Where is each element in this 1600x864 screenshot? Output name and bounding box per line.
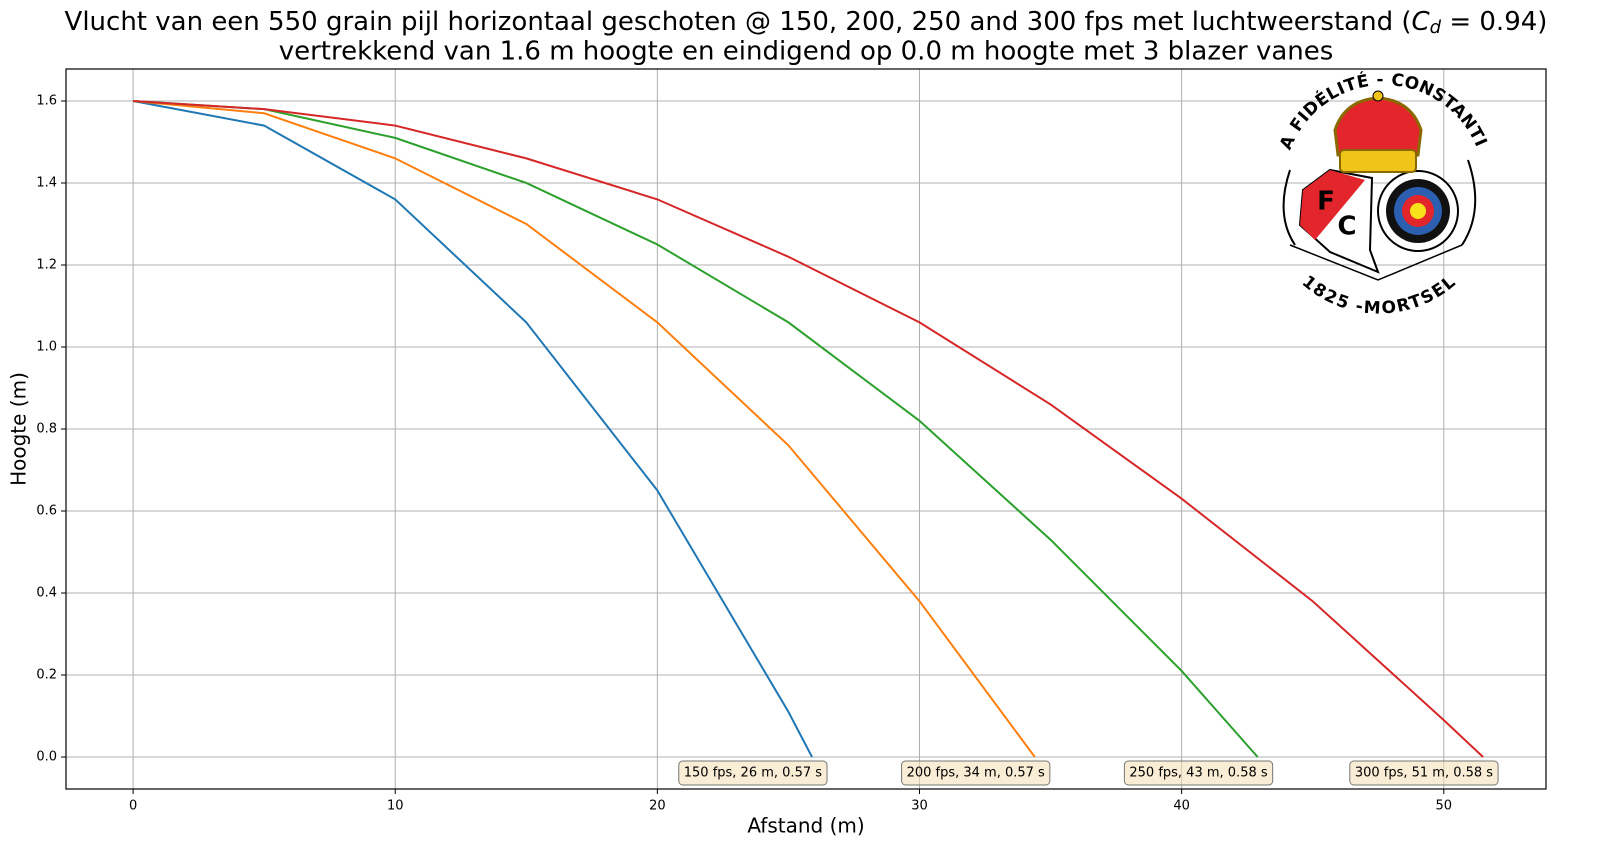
x-tick-label: 20 xyxy=(649,799,666,814)
x-tick-label: 0 xyxy=(129,799,137,814)
title-equation: = 0.94 xyxy=(1441,7,1537,37)
annotation-text: 150 fps, 26 m, 0.57 s xyxy=(684,766,822,781)
x-tick-label: 30 xyxy=(911,799,928,814)
annotation: 200 fps, 34 m, 0.57 s xyxy=(901,760,1051,786)
logo-letter: F xyxy=(1317,187,1335,217)
annotations: 150 fps, 26 m, 0.57 s 200 fps, 34 m, 0.57… xyxy=(678,760,1499,786)
y-tick-label: 0.6 xyxy=(36,504,57,519)
series-line xyxy=(133,99,1036,758)
chart-title: Vlucht van een 550 grain pijl horizontaa… xyxy=(65,7,1548,39)
title-text: Vlucht van een 550 grain pijl horizontaa… xyxy=(65,7,1412,37)
y-axis-label: Hoogte (m) xyxy=(7,372,31,486)
y-tick-label: 1.2 xyxy=(36,257,57,272)
annotation-text: 300 fps, 51 m, 0.58 s xyxy=(1355,766,1493,781)
annotation-box xyxy=(1349,760,1499,786)
x-tick-label: 40 xyxy=(1173,799,1190,814)
x-tick-label: 50 xyxy=(1435,799,1452,814)
chart-subtitle: vertrekkend van 1.6 m hoogte en eindigen… xyxy=(279,37,1334,67)
logo-shield-red xyxy=(1300,170,1365,240)
annotation-box xyxy=(678,760,828,786)
title-subscript: d xyxy=(1430,17,1442,38)
y-tick-label: 0.0 xyxy=(36,750,57,765)
y-tick-label: 1.0 xyxy=(36,339,57,354)
x-tick-label: 10 xyxy=(387,799,404,814)
annotation-box xyxy=(901,760,1051,786)
annotation-text: 250 fps, 43 m, 0.58 s xyxy=(1129,766,1267,781)
logo-string xyxy=(1289,244,1463,281)
y-tick-label: 1.4 xyxy=(36,175,57,190)
y-tick-label: 1.6 xyxy=(36,93,57,108)
logo-crown-top xyxy=(1372,90,1384,102)
y-tick-label: 0.8 xyxy=(36,422,57,437)
logo-target xyxy=(1410,203,1426,219)
annotation: 300 fps, 51 m, 0.58 s xyxy=(1349,760,1499,786)
y-tick-label: 0.4 xyxy=(36,586,57,601)
title-symbol: C xyxy=(1411,7,1430,37)
title-close: ) xyxy=(1537,7,1547,37)
annotation: 250 fps, 43 m, 0.58 s xyxy=(1123,760,1274,786)
annotation-box xyxy=(1123,760,1274,786)
series-line xyxy=(132,99,813,758)
lines xyxy=(132,99,1484,758)
y-tick-label: 0.2 xyxy=(36,668,57,683)
x-axis-label: Afstand (m) xyxy=(747,814,864,838)
plot-frame xyxy=(65,68,1547,790)
logo-letter: C xyxy=(1337,212,1356,242)
logo-bow xyxy=(1282,159,1477,246)
annotation: 150 fps, 26 m, 0.57 s xyxy=(678,760,828,786)
series-line xyxy=(133,99,1484,758)
grid: 0 10 20 30 40 50 0.0 0.2 0.4 0.6 0.8 1.0 1.2 1.4 1.6 xyxy=(36,69,1546,814)
annotation-text: 200 fps, 34 m, 0.57 s xyxy=(907,766,1045,781)
logo-crown-band xyxy=(1339,149,1417,173)
series-line xyxy=(133,99,1259,758)
